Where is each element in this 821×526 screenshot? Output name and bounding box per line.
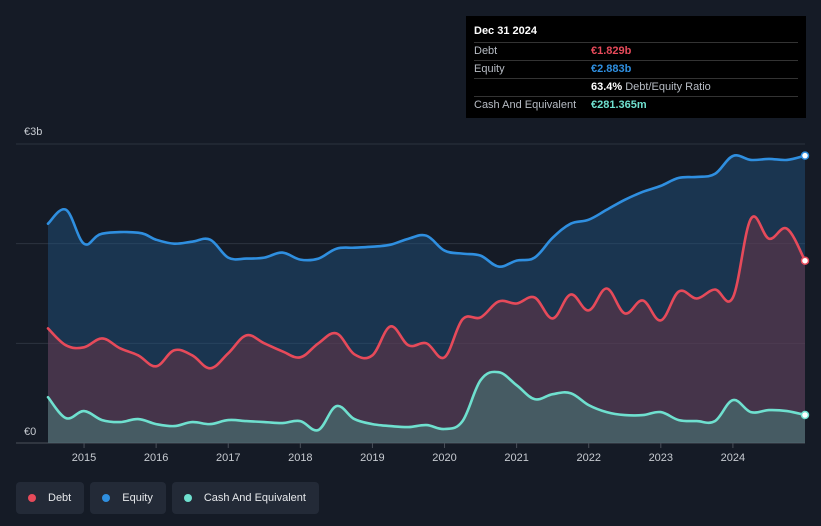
y-tick-label: €3b — [24, 126, 42, 138]
tooltip-label: Cash And Equivalent — [474, 99, 577, 111]
debt-line — [46, 215, 807, 370]
tooltip: Dec 31 2024 Debt €1.829b Equity €2.883b … — [466, 16, 806, 118]
tooltip-label: Debt — [474, 45, 498, 57]
tooltip-date: Dec 31 2024 — [474, 24, 798, 43]
x-tick-label: 2023 — [649, 452, 673, 464]
legend-dot-icon — [183, 494, 192, 502]
tooltip-value: €281.365m — [591, 99, 647, 111]
series-areas — [48, 155, 805, 444]
x-tick-label: 2015 — [72, 452, 96, 464]
x-tick-label: 2016 — [144, 452, 168, 464]
x-tick-label: 2018 — [288, 452, 312, 464]
x-axis: 2015 2016 2017 2018 2019 2020 2021 2022 2023 2024 — [72, 443, 745, 464]
series-end-markers — [800, 151, 810, 420]
x-tick-label: 2020 — [432, 452, 456, 464]
y-axis: €3b €0 — [24, 126, 42, 438]
cash-and-equivalent-area — [48, 371, 805, 443]
debt-area — [48, 216, 805, 443]
legend-item-cash[interactable]: Cash And Equivalent — [171, 482, 319, 514]
tooltip-value: €1.829b — [591, 45, 632, 57]
cash-and-equivalent-end-marker — [800, 410, 810, 420]
tooltip-row-cash: Cash And Equivalent €281.365m — [474, 97, 798, 114]
legend-label: Debt — [48, 492, 72, 504]
tooltip-label: Equity — [474, 63, 505, 75]
equity-area — [48, 155, 805, 444]
tooltip-value: €2.883b — [591, 63, 632, 75]
tooltip-label — [474, 79, 591, 96]
tooltip-subtext: Debt/Equity Ratio — [625, 81, 711, 93]
series-lines — [46, 154, 807, 432]
legend-item-equity[interactable]: Equity — [90, 482, 166, 514]
tooltip-value: 63.4% — [591, 81, 623, 93]
x-tick-label: 2024 — [721, 452, 745, 464]
legend-label: Cash And Equivalent — [203, 492, 306, 504]
x-tick-label: 2019 — [360, 452, 384, 464]
legend-dot-icon — [102, 494, 111, 502]
tooltip-row-equity: Equity €2.883b — [474, 61, 798, 79]
equity-line — [46, 154, 807, 268]
legend-item-debt[interactable]: Debt — [16, 482, 85, 514]
tooltip-row-ratio: 63.4% Debt/Equity Ratio — [474, 79, 798, 97]
x-tick-label: 2022 — [576, 452, 600, 464]
legend: Debt Equity Cash And Equivalent — [16, 482, 319, 514]
y-tick-label: €0 — [24, 426, 36, 438]
equity-end-marker — [800, 151, 810, 160]
tooltip-row-debt: Debt €1.829b — [474, 43, 798, 61]
grid — [16, 143, 805, 444]
x-tick-label: 2017 — [216, 452, 240, 464]
debt-end-marker — [800, 256, 810, 265]
legend-label: Equity — [122, 492, 153, 504]
x-tick-label: 2021 — [504, 452, 528, 464]
cash-and-equivalent-line — [46, 370, 807, 432]
legend-dot-icon — [28, 494, 36, 502]
